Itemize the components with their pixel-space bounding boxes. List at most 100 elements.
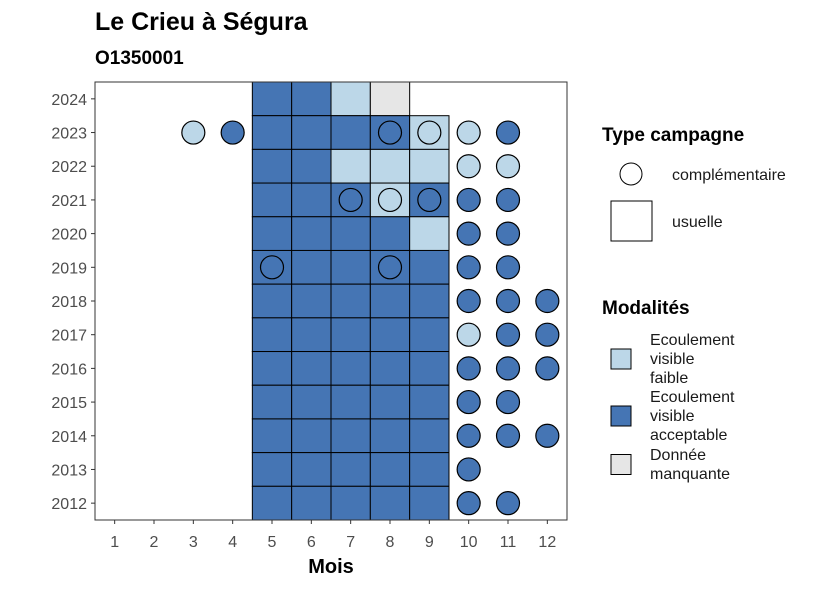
tile-2018-8 — [369, 283, 411, 319]
tile-2019-9 — [409, 249, 450, 285]
tile-2024-7 — [330, 81, 371, 117]
legend-circle-swatch — [619, 162, 643, 186]
point-2016-11 — [495, 356, 521, 381]
legend-swatch-manquante — [610, 454, 632, 475]
x-tick-label: 2 — [150, 534, 159, 551]
x-tick-label: 3 — [189, 534, 198, 551]
point-layer — [181, 120, 560, 516]
point-2019-11 — [495, 255, 521, 280]
legend-modalites-title: Modalités — [602, 298, 690, 319]
tile-2016-6 — [291, 351, 332, 386]
x-axis-title: Mois — [308, 556, 354, 578]
point-2016-12 — [535, 356, 560, 381]
tile-2024-8 — [369, 81, 411, 117]
legend-label-manquante: Donnée manquante — [650, 447, 730, 483]
point-2018-11 — [495, 288, 521, 314]
tile-2020-5 — [251, 216, 293, 251]
x-axis: 1 2 3 4 5 6 7 8 9 10 11 12 — [110, 520, 556, 551]
point-2012-10 — [456, 491, 481, 516]
point-2023-3 — [181, 120, 206, 145]
y-tick-label: 2020 — [51, 227, 87, 244]
tile-2017-6 — [291, 317, 332, 353]
y-tick-label: 2013 — [51, 462, 87, 479]
point-2019-8 — [377, 255, 403, 280]
tile-2020-8 — [369, 216, 411, 251]
point-2017-12 — [535, 322, 560, 347]
tile-2023-6 — [291, 115, 332, 150]
tile-layer — [251, 81, 450, 521]
tile-2016-9 — [409, 351, 450, 386]
tile-2016-7 — [330, 351, 371, 386]
tile-2015-7 — [330, 384, 371, 420]
point-2021-7 — [338, 187, 363, 213]
legend-type-label-usuelle: usuelle — [672, 214, 723, 231]
point-2021-8 — [377, 187, 403, 213]
tile-2012-5 — [251, 485, 293, 521]
point-2021-9 — [417, 187, 442, 213]
tile-2012-6 — [291, 485, 332, 521]
tile-2015-6 — [291, 384, 332, 420]
chart-title: Le Crieu à Ségura — [95, 8, 309, 36]
tile-2022-6 — [291, 148, 332, 184]
tile-2012-7 — [330, 485, 371, 521]
point-2014-11 — [495, 423, 521, 448]
tile-2017-7 — [330, 317, 371, 353]
y-tick-label: 2012 — [51, 496, 87, 513]
tile-2018-9 — [409, 283, 450, 319]
x-tick-label: 7 — [346, 534, 355, 551]
tile-2018-7 — [330, 283, 371, 319]
tile-2020-6 — [291, 216, 332, 251]
tile-2019-6 — [291, 249, 332, 285]
tile-2013-7 — [330, 452, 371, 487]
legend-modalites: Modalités Ecoulement visible faibleEcoulem… — [602, 298, 735, 483]
x-tick-label: 9 — [425, 534, 434, 551]
tile-2022-5 — [251, 148, 293, 184]
point-2023-4 — [220, 120, 245, 145]
tile-2014-8 — [369, 418, 411, 454]
tile-2019-7 — [330, 249, 371, 285]
x-tick-label: 11 — [500, 534, 517, 551]
point-2023-8 — [377, 120, 403, 145]
tile-2018-5 — [251, 283, 293, 319]
tile-2022-7 — [330, 148, 371, 184]
point-2021-11 — [495, 187, 521, 213]
tile-2014-9 — [409, 418, 450, 454]
tile-2014-5 — [251, 418, 293, 454]
x-tick-label: 6 — [307, 534, 316, 551]
y-tick-label: 2024 — [51, 92, 87, 109]
legend-swatch-acceptable — [610, 405, 632, 427]
x-tick-label: 1 — [110, 534, 119, 551]
tile-2015-9 — [409, 384, 450, 420]
tile-2022-9 — [409, 148, 450, 184]
y-tick-label: 2021 — [51, 193, 87, 210]
tile-2020-9 — [409, 216, 450, 251]
legend-swatch-faible — [610, 348, 632, 370]
point-2012-11 — [495, 491, 521, 516]
point-2017-11 — [495, 322, 521, 347]
x-tick-label: 12 — [538, 534, 556, 551]
tile-2013-8 — [369, 452, 411, 487]
x-tick-label: 10 — [460, 534, 478, 551]
tile-2013-5 — [251, 452, 293, 487]
tile-2015-8 — [369, 384, 411, 420]
point-2023-10 — [456, 120, 481, 145]
tile-2017-5 — [251, 317, 293, 353]
tile-2020-7 — [330, 216, 371, 251]
point-2015-10 — [456, 389, 481, 415]
tile-2023-7 — [330, 115, 371, 150]
y-tick-label: 2016 — [51, 361, 87, 378]
legend-type-campagne: Type campagne complémentaire usuelle — [602, 125, 786, 242]
tile-2013-9 — [409, 452, 450, 487]
y-axis: 2012 2013 2014 2015 2016 2017 2018 2019 2020 2021… — [51, 92, 95, 513]
point-2020-11 — [495, 221, 521, 246]
legend-type-title: Type campagne — [602, 125, 744, 146]
point-2013-10 — [456, 457, 481, 482]
y-tick-label: 2022 — [51, 159, 87, 176]
tile-2017-9 — [409, 317, 450, 353]
tile-2024-6 — [291, 81, 332, 117]
tile-2012-9 — [409, 485, 450, 521]
tile-2018-6 — [291, 283, 332, 319]
x-tick-label: 8 — [386, 534, 395, 551]
x-tick-label: 5 — [268, 534, 277, 551]
point-2017-10 — [456, 322, 481, 347]
